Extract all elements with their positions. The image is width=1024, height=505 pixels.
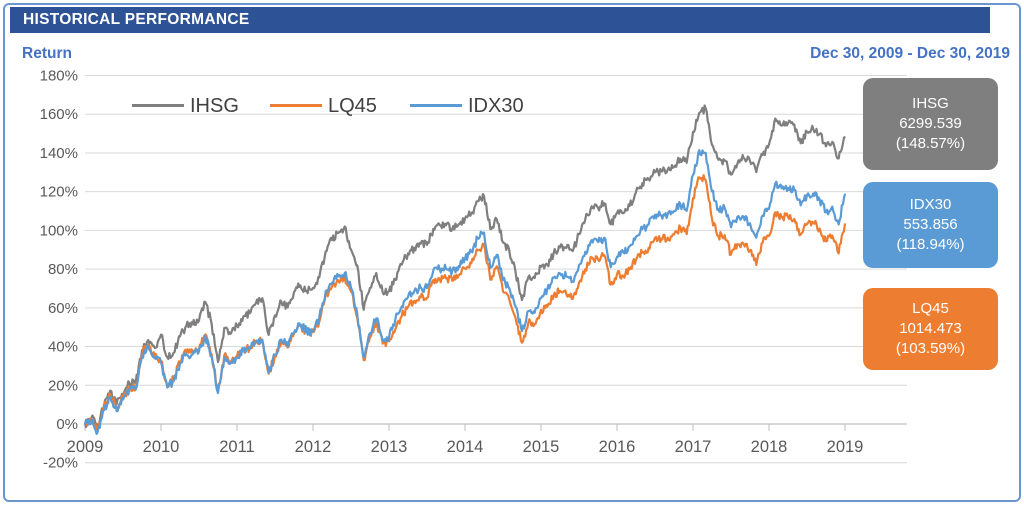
x-tick-label: 2019 [827,438,864,456]
y-tick-label: 160% [40,106,78,123]
y-tick-label: 60% [48,300,78,317]
series-line-lq45 [83,174,847,432]
x-tick-label: 2010 [143,438,180,456]
y-tick-label: 100% [40,222,78,239]
legend-label-lq45: LQ45 [328,95,377,117]
y-tick-label: 120% [40,184,78,201]
series-line-idx30 [83,149,847,435]
x-tick-label: 2012 [295,438,332,456]
x-tick-label: 2017 [675,438,712,456]
title-bar: HISTORICAL PERFORMANCE [10,7,990,33]
y-tick-label: -20% [43,455,78,472]
page-title: HISTORICAL PERFORMANCE [23,11,250,28]
y-tick-label: 80% [48,261,78,278]
y-tick-label: 140% [40,145,78,162]
x-tick-label: 2016 [599,438,636,456]
x-tick-label: 2018 [751,438,788,456]
x-tick-label: 2015 [523,438,560,456]
y-tick-label: 40% [48,339,78,356]
series-line-ihsg [83,104,846,429]
legend-label-ihsg: IHSG [190,95,239,117]
y-tick-label: 0% [56,416,78,433]
x-tick-label: 2013 [371,438,408,456]
x-tick-label: 2014 [447,438,484,456]
x-tick-label: 2011 [219,438,254,456]
x-tick-label: 2009 [67,438,104,456]
y-tick-label: 20% [48,377,78,394]
legend-label-idx30: IDX30 [468,95,524,117]
date-range-label: Dec 30, 2009 - Dec 30, 2019 [810,45,1010,62]
y-tick-label: 180% [40,68,78,85]
y-axis-title: Return [22,45,72,62]
